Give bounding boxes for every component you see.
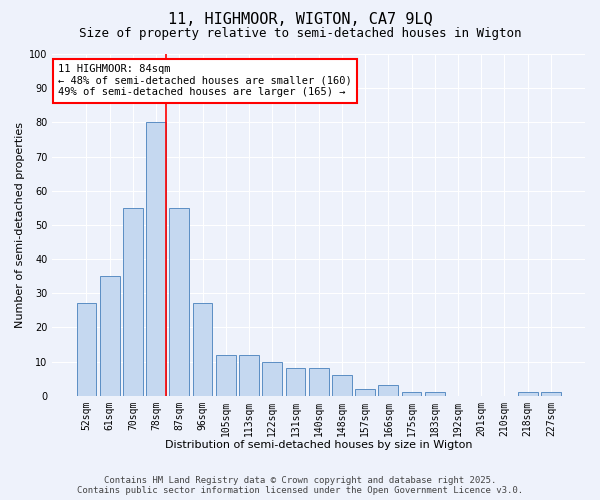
Bar	[541, 392, 561, 396]
Bar	[425, 392, 445, 396]
Bar	[169, 208, 189, 396]
Bar	[146, 122, 166, 396]
Bar	[402, 392, 421, 396]
Bar	[286, 368, 305, 396]
Bar	[355, 389, 375, 396]
Bar	[77, 304, 97, 396]
Bar	[332, 375, 352, 396]
Bar	[123, 208, 143, 396]
Text: Size of property relative to semi-detached houses in Wigton: Size of property relative to semi-detach…	[79, 28, 521, 40]
Bar	[518, 392, 538, 396]
Bar	[239, 354, 259, 396]
X-axis label: Distribution of semi-detached houses by size in Wigton: Distribution of semi-detached houses by …	[165, 440, 472, 450]
Text: 11, HIGHMOOR, WIGTON, CA7 9LQ: 11, HIGHMOOR, WIGTON, CA7 9LQ	[167, 12, 433, 28]
Bar	[100, 276, 119, 396]
Text: 11 HIGHMOOR: 84sqm
← 48% of semi-detached houses are smaller (160)
49% of semi-d: 11 HIGHMOOR: 84sqm ← 48% of semi-detache…	[58, 64, 352, 98]
Y-axis label: Number of semi-detached properties: Number of semi-detached properties	[15, 122, 25, 328]
Text: Contains HM Land Registry data © Crown copyright and database right 2025.
Contai: Contains HM Land Registry data © Crown c…	[77, 476, 523, 495]
Bar	[193, 304, 212, 396]
Bar	[262, 362, 282, 396]
Bar	[216, 354, 236, 396]
Bar	[309, 368, 329, 396]
Bar	[379, 386, 398, 396]
